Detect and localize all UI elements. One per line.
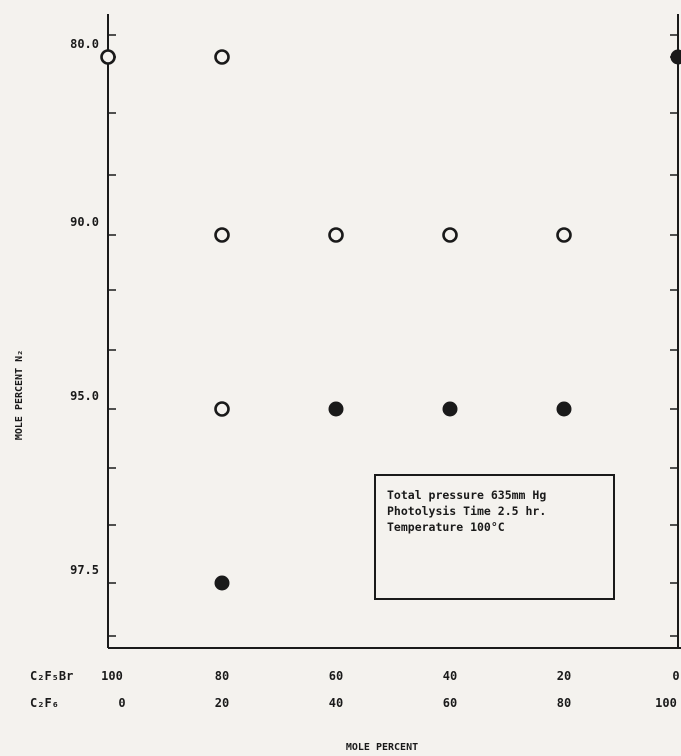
annotation-line-3: Temperature 100°C — [387, 520, 505, 534]
x-tick-labels: C₂F₅Br 100 80 60 40 20 0 C₂F₆ 0 20 40 60 80 100 — [30, 669, 680, 710]
filled-point — [556, 401, 572, 417]
x-tick-label: 80 — [557, 696, 571, 710]
x-tick-label: 0 — [118, 696, 125, 710]
x-tick-label: 40 — [329, 696, 343, 710]
x-row-name: C₂F₆ — [30, 696, 59, 710]
annotation-box: Total pressure 635mm Hg Photolysis Time … — [374, 474, 615, 600]
x-tick-label: 40 — [443, 669, 457, 683]
open-point — [328, 227, 344, 243]
x-row-name: C₂F₅Br — [30, 669, 73, 683]
x-tick-label: 60 — [443, 696, 457, 710]
x-axis-title: MOLE PERCENT — [346, 742, 418, 753]
y-tick-labels: 80.0 90.0 95.0 97.5 — [70, 37, 99, 577]
annotation-frame — [374, 474, 615, 600]
open-point — [442, 227, 458, 243]
x-tick-label: 20 — [215, 696, 229, 710]
y-tick-label: 95.0 — [70, 389, 99, 403]
x-tick-label: 80 — [215, 669, 229, 683]
open-point — [214, 49, 230, 65]
y-axis-title: MOLE PERCENT N₂ — [14, 350, 25, 440]
open-point — [214, 227, 230, 243]
filled-point — [442, 401, 458, 417]
x-tick-label: 100 — [655, 696, 677, 710]
x-tick-label: 60 — [329, 669, 343, 683]
open-point — [100, 49, 116, 65]
x-tick-label: 100 — [101, 669, 123, 683]
filled-point — [670, 49, 681, 65]
x-tick-label: 20 — [557, 669, 571, 683]
annotation-line-2: Photolysis Time 2.5 hr. — [387, 504, 546, 518]
annotation-line-1: Total pressure 635mm Hg — [387, 488, 546, 502]
x-tick-label: 0 — [672, 669, 679, 683]
filled-point — [214, 575, 230, 591]
axes — [107, 14, 681, 649]
open-point — [214, 401, 230, 417]
minor-ticks — [108, 34, 678, 637]
y-tick-label: 90.0 — [70, 215, 99, 229]
data-points — [100, 49, 681, 591]
y-tick-label: 80.0 — [70, 37, 99, 51]
y-tick-label: 97.5 — [70, 563, 99, 577]
filled-point — [328, 401, 344, 417]
open-point — [556, 227, 572, 243]
